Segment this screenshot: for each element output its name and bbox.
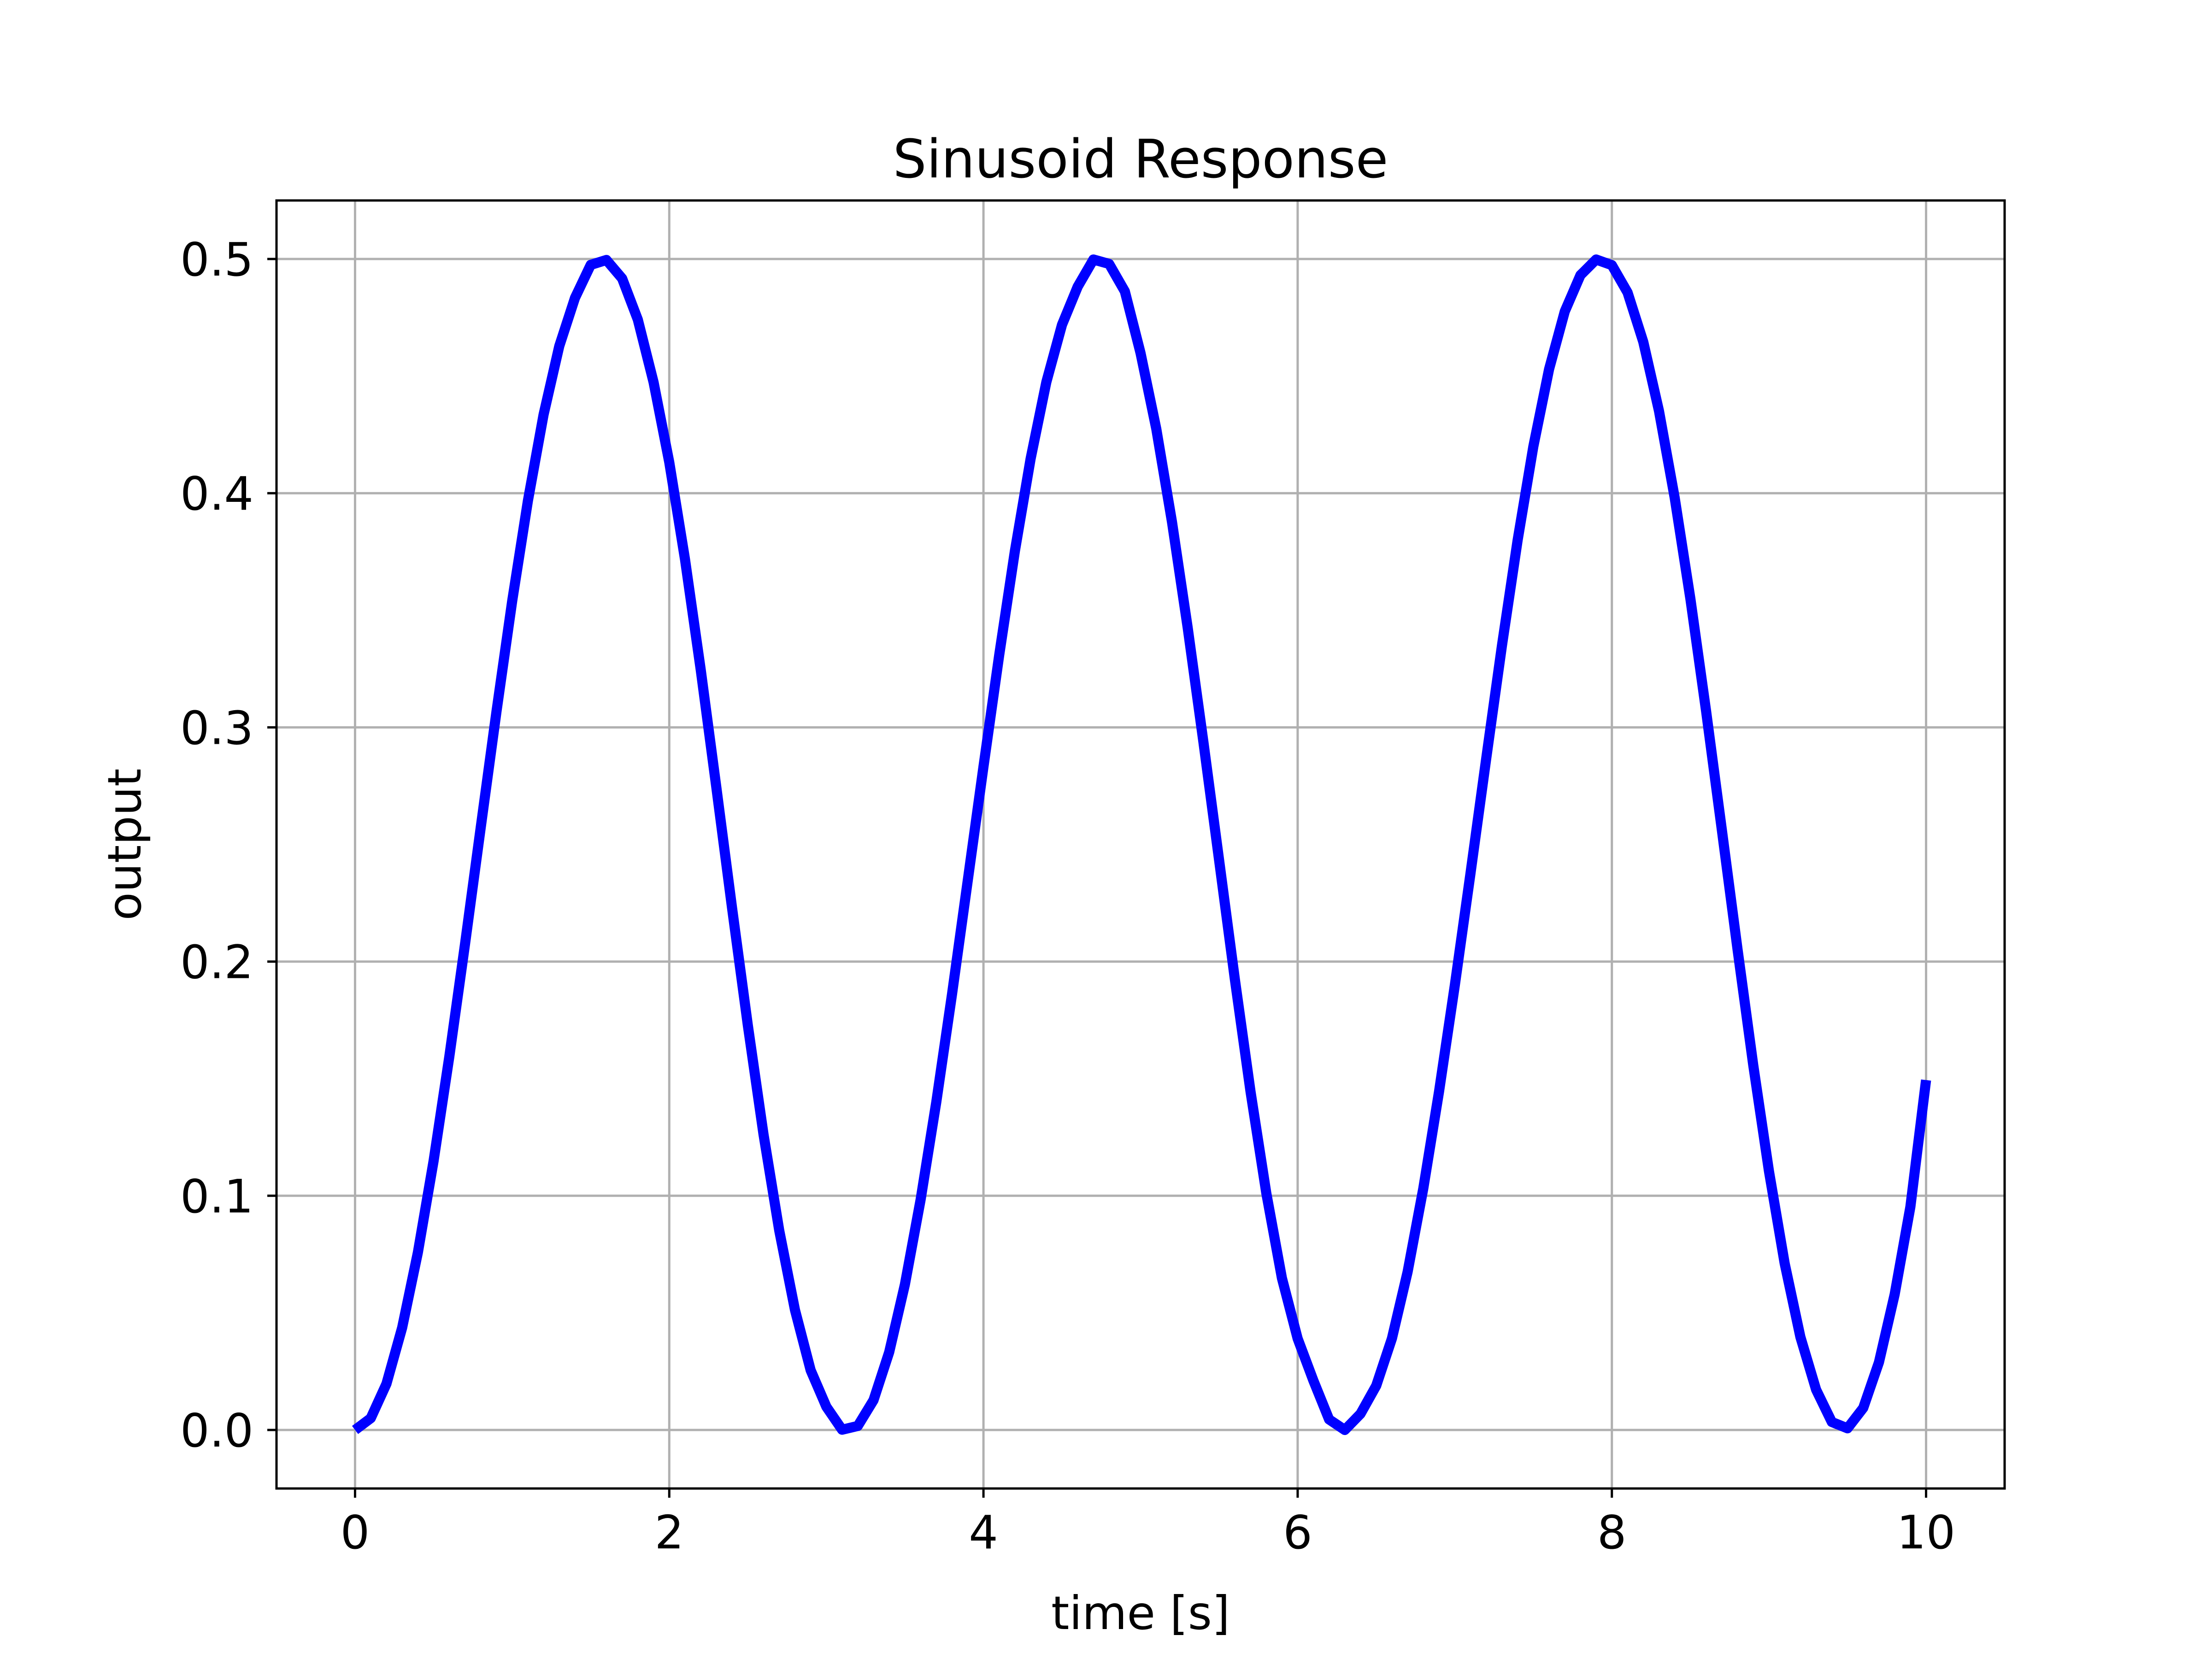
chart-title: Sinusoid Response [893,129,1388,190]
y-axis-label: output [98,769,152,921]
y-tick-label: 0.5 [180,233,253,287]
y-tick-label: 0.1 [180,1170,253,1224]
series-line [352,254,1931,1435]
y-tick-label: 0.3 [180,701,253,755]
x-tick-label: 4 [969,1506,998,1559]
x-tick-label: 6 [1283,1506,1312,1559]
x-tick-label: 10 [1897,1506,1955,1559]
x-tick-label: 2 [654,1506,684,1559]
plot-frame [275,199,2006,1490]
y-tick-label: 0.0 [180,1404,253,1458]
grid [276,200,2005,1488]
x-tick-label: 8 [1597,1506,1627,1559]
x-axis-label: time [s] [1051,1586,1230,1640]
y-tick-label: 0.2 [180,935,253,989]
y-tick-label: 0.4 [180,467,253,521]
series-layer [352,254,1931,1435]
x-tick-label: 0 [341,1506,370,1559]
ticks: 0 2 4 6 8 10 0.0 0.1 0.2 0.3 0.4 0.5 [180,233,1955,1559]
